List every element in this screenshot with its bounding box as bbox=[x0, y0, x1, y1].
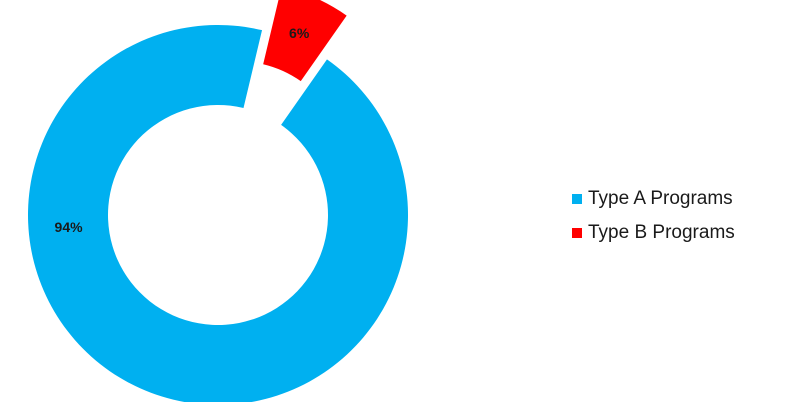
legend-swatch-type-a bbox=[572, 194, 582, 204]
donut-slices bbox=[28, 0, 408, 402]
slice-labels: 94% 6% bbox=[55, 25, 310, 235]
legend-item-type-b: Type B Programs bbox=[572, 216, 735, 250]
legend-label-type-a: Type A Programs bbox=[588, 188, 733, 209]
legend-swatch-type-b bbox=[572, 228, 582, 238]
legend: Type A Programs Type B Programs bbox=[572, 182, 735, 250]
slice-type-b bbox=[263, 0, 347, 82]
slice-label-type-a: 94% bbox=[55, 219, 84, 235]
legend-label-type-b: Type B Programs bbox=[588, 222, 735, 243]
slice-label-type-b: 6% bbox=[289, 25, 310, 41]
legend-item-type-a: Type A Programs bbox=[572, 182, 735, 216]
slice-type-a bbox=[28, 25, 408, 402]
